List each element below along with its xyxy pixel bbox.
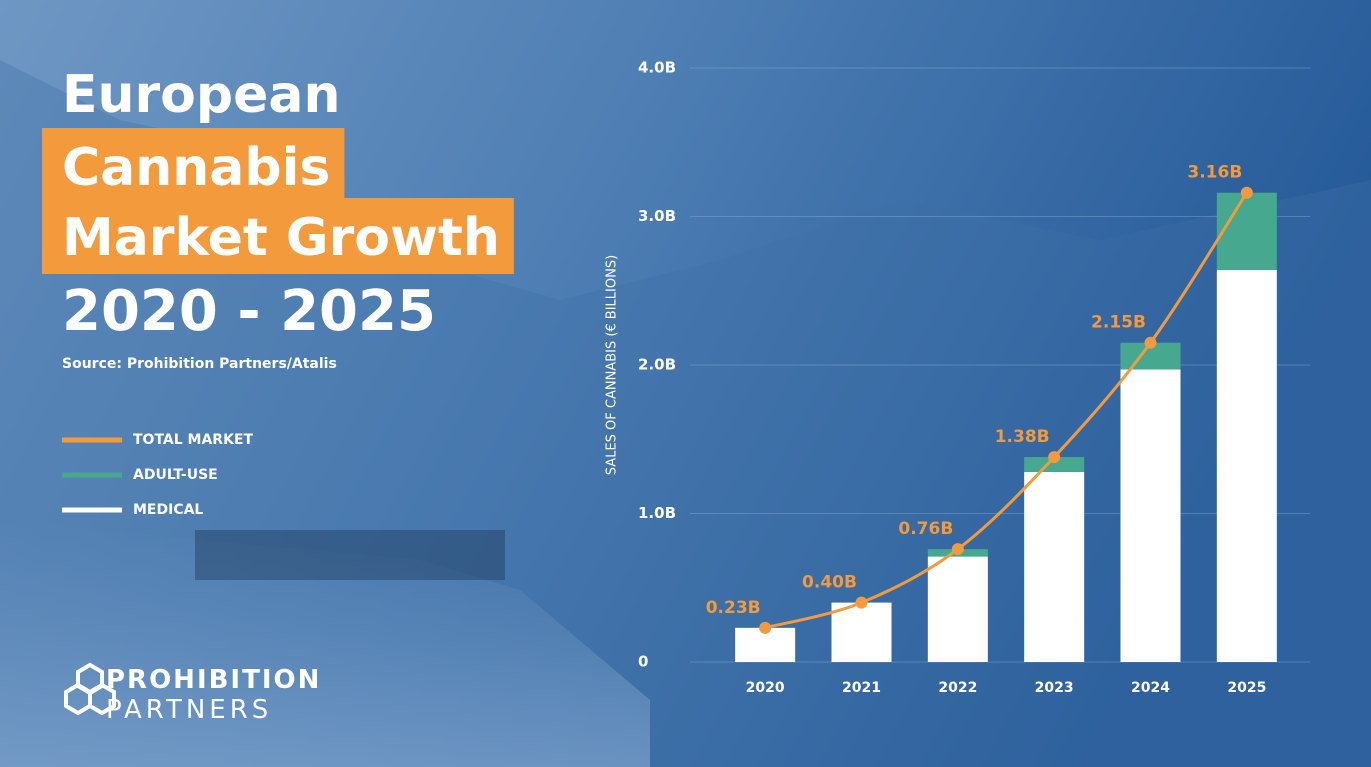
y-tick-label: 3.0B [638,207,676,225]
legend-label: TOTAL MARKET [133,432,254,448]
title-line: Cannabis [62,138,330,198]
train-shape [195,530,505,580]
line-point [1240,186,1253,199]
y-tick-label: 4.0B [638,59,676,77]
data-label: 0.23B [706,598,761,618]
bar-segment [1024,471,1085,662]
x-tick-label: 2021 [842,680,881,696]
title-line: Market Growth [62,208,500,268]
line-point [1144,336,1157,349]
x-tick-label: 2022 [938,680,977,696]
line-point [951,543,964,556]
title-line: European [62,65,341,125]
logo-text: PARTNERS [106,695,272,725]
title-highlight [42,198,514,274]
y-tick-label: 1.0B [638,504,676,522]
x-tick-label: 2020 [746,680,785,696]
logo-icon [64,662,116,716]
legend-label: MEDICAL [133,502,203,518]
x-tick-label: 2025 [1227,680,1266,696]
legend: TOTAL MARKET ADULT-USE MEDICAL [62,432,254,518]
bar-segment [1120,369,1181,662]
data-label: 0.40B [802,573,857,593]
title-line: 2020 - 2025 [62,279,436,344]
bar-segment [1216,192,1277,270]
line-point [855,596,868,609]
bar-segment [831,602,892,662]
data-label: 3.16B [1187,163,1242,183]
x-tick-label: 2023 [1035,680,1074,696]
line-point [1048,451,1061,464]
bar-segment [1216,269,1277,662]
legend-label: ADULT-USE [133,467,218,483]
bar-segment [1024,457,1085,472]
data-label: 1.38B [995,427,1050,447]
y-axis-label: SALES OF CANNABIS (€ BILLIONS) [605,255,620,475]
bar-segment [927,556,988,662]
data-label: 2.15B [1091,313,1146,333]
y-tick-label: 2.0B [638,356,676,374]
hillside-shape [0,520,650,767]
x-tick-label: 2024 [1131,680,1170,696]
title-block: European Cannabis Market Growth 2020 - 2… [42,65,514,344]
logo-text: PROHIBITION [106,665,321,695]
title-highlight [42,128,345,204]
data-label: 0.76B [898,519,953,539]
y-tick-label: 0 [638,653,648,671]
plot-area: 0 1.0B 2.0B 3.0B 4.0B 2020 2021 2022 2023 2024 202… [638,59,1310,696]
logo: PROHIBITION PARTNERS [64,662,321,725]
line-point [759,621,772,634]
source-note: Source: Prohibition Partners/Atalis [62,356,337,372]
